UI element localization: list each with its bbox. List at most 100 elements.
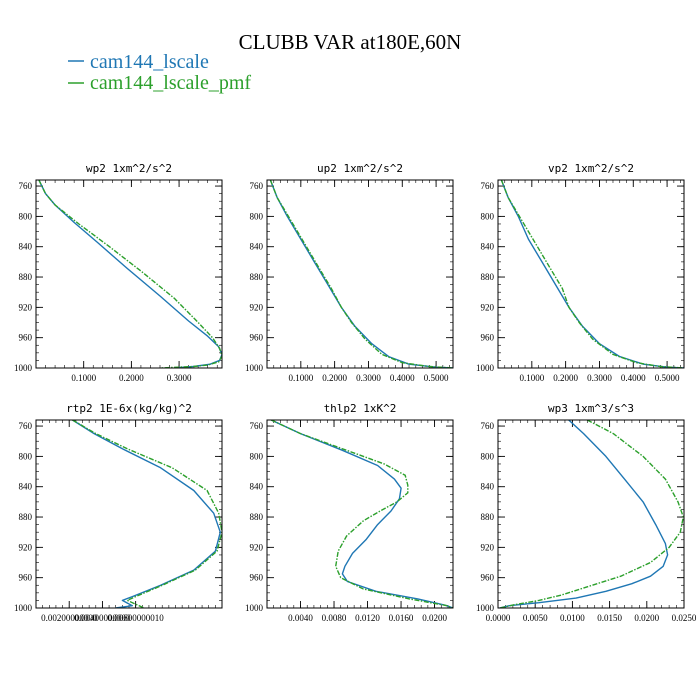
legend-label-0: cam144_lscale [90, 51, 209, 73]
series-line-cam144_lscale [269, 180, 453, 368]
panel-title-3: rtp2 1E-6x(kg/kg)^2 [66, 402, 192, 415]
y-tick-label: 960 [250, 333, 264, 343]
y-tick-label: 840 [481, 482, 495, 492]
series-line-cam144_lscale [270, 420, 453, 608]
x-tick-label: 0.0120 [355, 613, 380, 623]
panel-2: vp2 1xm^2/s^2 760 800 840 880 920 960 1000 0.100… [476, 162, 685, 383]
x-tick-label: 0.5000 [655, 373, 680, 383]
x-tick-label: 0.0050 [523, 613, 548, 623]
panel-title-0: wp2 1xm^2/s^2 [86, 162, 172, 175]
y-tick-label: 840 [19, 242, 33, 252]
y-tick-label: 920 [19, 542, 33, 552]
panel-4: thlp2 1xK^2 760 800 840 880 920 960 1000 0.0040 0… [245, 402, 454, 623]
y-tick-label: 800 [250, 211, 264, 221]
x-tick-label: 0.1000 [288, 373, 313, 383]
x-tick-label: 0.00200000000 [41, 613, 98, 623]
y-tick-label: 800 [481, 451, 495, 461]
y-tick-label: 920 [19, 302, 33, 312]
y-tick-label: 880 [250, 272, 264, 282]
y-tick-label: 840 [250, 482, 264, 492]
y-tick-label: 960 [481, 333, 495, 343]
x-tick-label: 0.2000 [119, 373, 144, 383]
y-tick-label: 880 [481, 512, 495, 522]
y-tick-label: 920 [481, 302, 495, 312]
y-tick-label: 760 [250, 181, 264, 191]
series-line-cam144_lscale_pmf [500, 180, 684, 368]
y-tick-label: 1000 [476, 363, 495, 373]
y-tick-label: 960 [19, 333, 33, 343]
y-tick-label: 840 [19, 482, 33, 492]
x-tick-label: 0.0150 [597, 613, 622, 623]
y-tick-label: 880 [250, 512, 264, 522]
series-line-cam144_lscale_pmf [38, 180, 222, 368]
x-tick-label: 0.2000 [553, 373, 578, 383]
series-line-cam144_lscale_pmf [269, 180, 453, 368]
legend: cam144_lscale cam144_lscale_pmf [68, 51, 251, 94]
y-tick-label: 800 [19, 451, 33, 461]
panel-5: wp3 1xm^3/s^3 760 800 840 880 920 960 10000.000… [476, 402, 697, 623]
x-tick-label: 0.0250 [672, 613, 697, 623]
panel-title-2: vp2 1xm^2/s^2 [548, 162, 634, 175]
y-tick-label: 920 [250, 542, 264, 552]
series-line-cam144_lscale [38, 180, 222, 368]
plot-frame [497, 419, 685, 609]
x-tick-label: 0.0200 [422, 613, 447, 623]
x-tick-label: 0.3000 [167, 373, 192, 383]
y-tick-label: 920 [481, 542, 495, 552]
y-tick-label: 760 [19, 181, 33, 191]
plot-frame [266, 419, 454, 609]
y-tick-label: 960 [481, 573, 495, 583]
x-tick-label: 0.00600000010 [108, 613, 165, 623]
x-tick-label: 0.5000 [424, 373, 449, 383]
y-tick-label: 840 [481, 242, 495, 252]
plot-frame [497, 179, 685, 369]
y-tick-label: 760 [481, 181, 495, 191]
y-tick-label: 960 [19, 573, 33, 583]
y-tick-label: 840 [250, 242, 264, 252]
panel-0: wp2 1xm^2/s^2 760 800 840 880 920 960 1000 0.100… [14, 162, 223, 383]
panels: wp2 1xm^2/s^2 760 800 840 880 920 960 1000 0.100… [14, 162, 697, 623]
y-tick-label: 800 [19, 211, 33, 221]
legend-label-1: cam144_lscale_pmf [90, 72, 251, 94]
y-tick-label: 880 [19, 512, 33, 522]
y-tick-label: 1000 [245, 363, 264, 373]
y-tick-label: 800 [481, 211, 495, 221]
x-tick-label: 0.1000 [71, 373, 96, 383]
x-tick-label: 0.2000 [322, 373, 347, 383]
plot-frame [35, 419, 223, 609]
y-tick-label: 1000 [14, 603, 33, 613]
plot-frame [266, 179, 454, 369]
x-tick-label: 0.0080 [322, 613, 347, 623]
x-tick-label: 0.0160 [389, 613, 414, 623]
x-tick-label: 0.0000 [486, 613, 511, 623]
x-tick-label: 0.3000 [587, 373, 612, 383]
plot-frame [35, 179, 223, 369]
series-line-cam144_lscale [499, 420, 669, 608]
x-tick-label: 0.00400000000 [74, 613, 131, 623]
x-tick-label: 0.3000 [356, 373, 381, 383]
figure-title: CLUBB VAR at180E,60N [239, 30, 462, 54]
x-tick-label: 0.4000 [390, 373, 415, 383]
y-tick-label: 1000 [14, 363, 33, 373]
y-tick-label: 760 [250, 421, 264, 431]
series-line-cam144_lscale_pmf [72, 420, 222, 608]
x-tick-label: 0.1000 [519, 373, 544, 383]
y-tick-label: 1000 [245, 603, 264, 613]
panel-1: up2 1xm^2/s^2 760 800 840 880 920 960 1000 0.100… [245, 162, 454, 383]
y-tick-label: 880 [19, 272, 33, 282]
panel-title-1: up2 1xm^2/s^2 [317, 162, 403, 175]
panel-3: rtp2 1E-6x(kg/kg)^2 760 800 840 880 920 960 100… [14, 402, 223, 623]
panel-title-5: wp3 1xm^3/s^3 [548, 402, 634, 415]
y-tick-label: 760 [481, 421, 495, 431]
series-line-cam144_lscale_pmf [500, 420, 684, 608]
x-tick-label: 0.0040 [288, 613, 313, 623]
y-tick-label: 880 [481, 272, 495, 282]
y-tick-label: 920 [250, 302, 264, 312]
x-tick-label: 0.4000 [621, 373, 646, 383]
y-tick-label: 760 [19, 421, 33, 431]
panel-title-4: thlp2 1xK^2 [324, 402, 397, 415]
x-tick-label: 0.0100 [560, 613, 585, 623]
series-line-cam144_lscale [72, 420, 221, 608]
series-line-cam144_lscale_pmf [270, 420, 453, 608]
